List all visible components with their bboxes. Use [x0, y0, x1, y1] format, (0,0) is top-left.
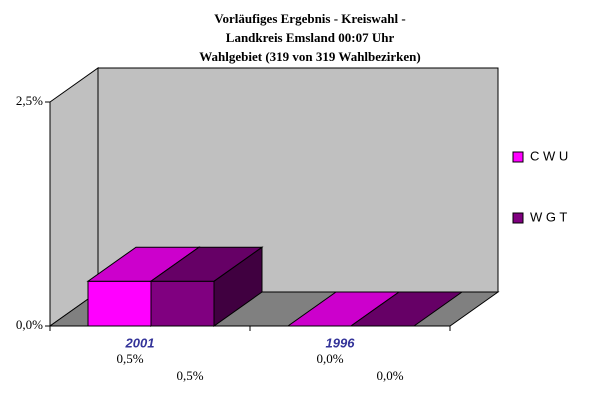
x-tick-label: 2001 [125, 335, 155, 350]
value-label: 0,0% [376, 368, 403, 383]
chart-title: Landkreis Emsland 00:07 Uhr [226, 30, 395, 45]
bar [149, 246, 264, 327]
value-label: 0,5% [176, 368, 203, 383]
legend-label: W G T [530, 209, 567, 224]
chart-title: Vorläufiges Ergebnis - Kreiswahl - [214, 11, 405, 26]
y-tick-label: 2,5% [16, 93, 43, 108]
y-tick-label: 0,0% [16, 317, 43, 332]
legend-swatch [512, 212, 524, 224]
bar-front [150, 280, 215, 327]
legend-label: C W U [530, 148, 568, 163]
chart-title: Wahlgebiet (319 von 319 Wahlbezirken) [199, 49, 421, 64]
bar-top [349, 291, 464, 327]
bar-front [87, 280, 152, 327]
bar-top [149, 246, 264, 282]
bar [349, 291, 464, 327]
x-tick-label: 1996 [326, 335, 356, 350]
value-label: 0,0% [316, 351, 343, 366]
legend-swatch [512, 151, 524, 163]
value-label: 0,5% [116, 351, 143, 366]
